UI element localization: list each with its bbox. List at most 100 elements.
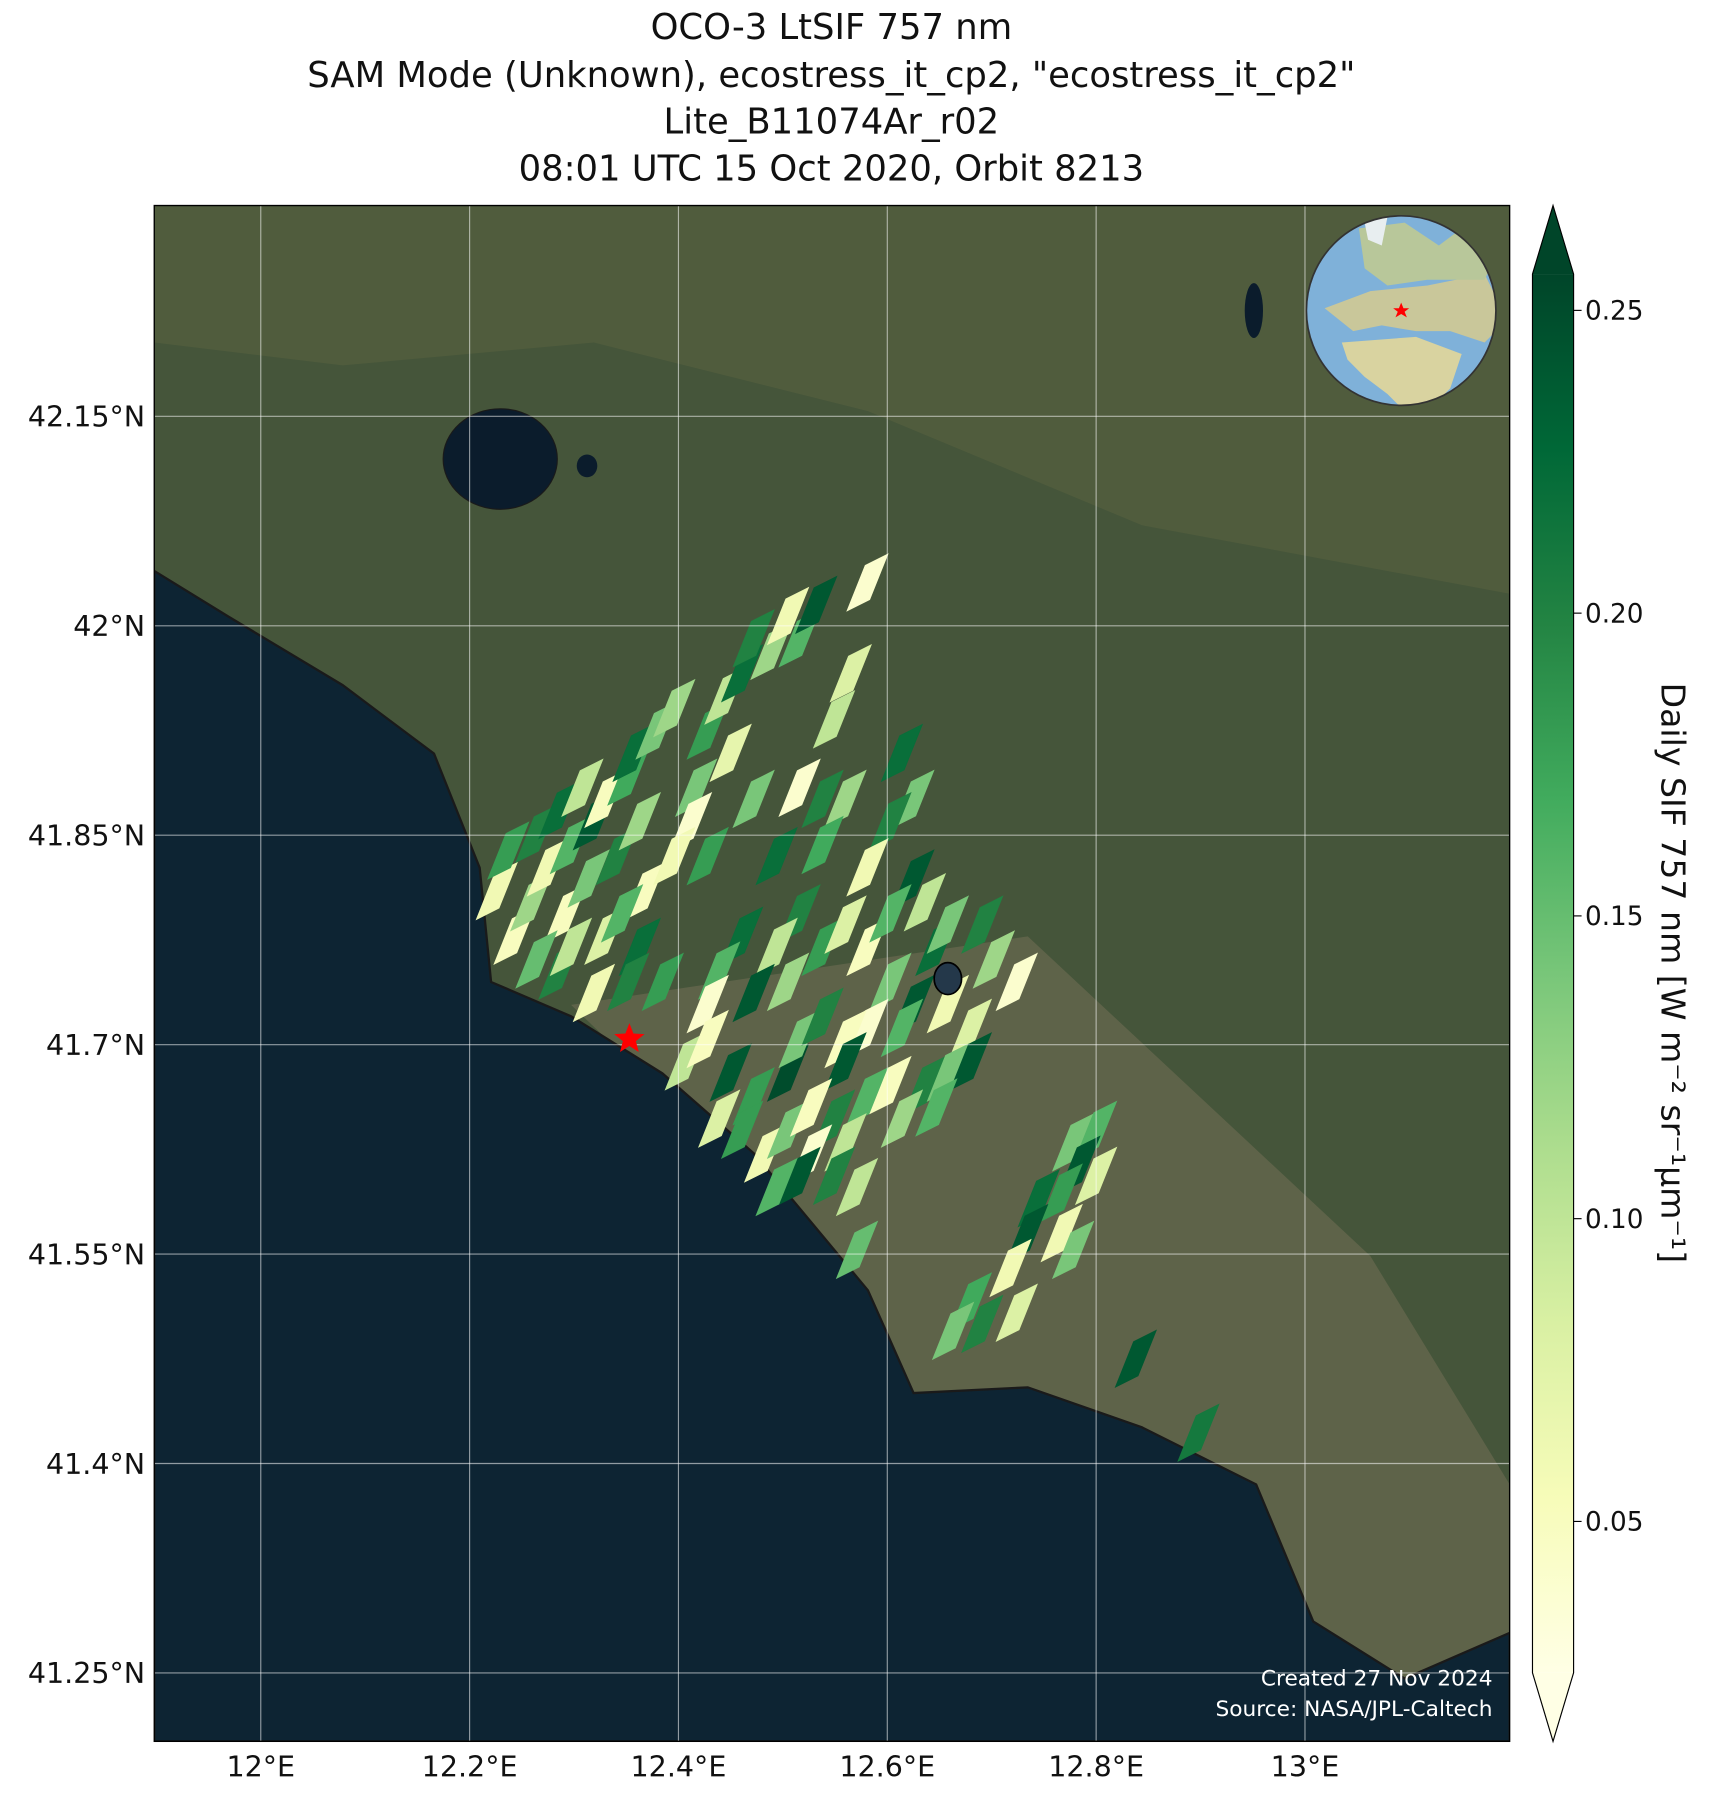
- land-texture: [154, 205, 1510, 594]
- colorbar-tick-label: 0.10: [1585, 1205, 1643, 1235]
- sounding: [824, 895, 867, 954]
- sounding: [926, 895, 970, 954]
- sounding: [653, 678, 696, 738]
- colorbar-tick-label: 0.05: [1585, 1508, 1643, 1538]
- sounding: [835, 1220, 879, 1280]
- footer: Created 27 Nov 2024 Source: NASA/JPL-Cal…: [1215, 1666, 1492, 1722]
- globe-outline: [1305, 214, 1497, 407]
- lake: [576, 454, 598, 478]
- sounding: [1114, 1329, 1158, 1389]
- sounding: [567, 849, 610, 908]
- sounding: [607, 952, 650, 1012]
- sounding: [641, 952, 684, 1012]
- x-tick-label: 12.6°E: [839, 1751, 935, 1784]
- sounding: [755, 1157, 798, 1217]
- colorbar-extend-min: [1532, 1672, 1574, 1742]
- title-line: Lite_B11074Ar_r02: [664, 102, 1000, 143]
- sounding: [995, 952, 1038, 1012]
- sounding: [732, 769, 775, 829]
- sounding: [801, 987, 844, 1046]
- sounding: [549, 917, 593, 977]
- y-tick-label: 42.15°N: [28, 401, 145, 434]
- lake: [442, 408, 558, 510]
- lake: [933, 961, 963, 996]
- sounding: [812, 690, 856, 749]
- sounding: [801, 815, 844, 875]
- title-block: OCO-3 LtSIF 757 nm SAM Mode (Unknown), e…: [307, 7, 1355, 190]
- sounding: [618, 917, 662, 977]
- sounding: [903, 872, 947, 932]
- sounding: [766, 952, 810, 1012]
- title-line: SAM Mode (Unknown), ecostress_it_cp2, "e…: [307, 55, 1355, 96]
- colorbar: Daily SIF 757 nm [W m⁻² sr⁻¹µm⁻¹] 0.05 0.…: [1531, 203, 1693, 1744]
- x-tick-label: 12.2°E: [422, 1751, 518, 1784]
- colorbar-outline: [1531, 203, 1575, 1744]
- sounding: [600, 884, 644, 943]
- title-line: OCO-3 LtSIF 757 nm: [651, 7, 1013, 48]
- sounding: [880, 1089, 924, 1148]
- sounding: [880, 998, 924, 1058]
- axes: 42.15°N 42°N 41.85°N 41.7°N 41.55°N 41.4°N 41.…: [28, 401, 1339, 1784]
- sea: [154, 569, 1510, 1742]
- sounding: [515, 930, 558, 989]
- sounding: [487, 821, 530, 880]
- lake: [1244, 283, 1264, 338]
- colorbar-body: [1532, 274, 1574, 1673]
- sounding: [697, 1089, 741, 1148]
- sounding: [1051, 1220, 1095, 1280]
- map-frame: [153, 204, 1511, 1743]
- y-tick-label: 41.25°N: [28, 1657, 145, 1690]
- sounding: [829, 643, 872, 703]
- globe-marker: [1393, 302, 1410, 318]
- sounding: [778, 758, 821, 817]
- soundings: [475, 553, 1220, 1463]
- sounding: [961, 895, 1004, 954]
- sounding: [972, 930, 1016, 989]
- globe-ice: [1364, 216, 1388, 246]
- y-tick-label: 41.55°N: [28, 1238, 145, 1271]
- sounding: [709, 723, 752, 783]
- sounding: [801, 769, 844, 829]
- y-tick-label: 41.85°N: [28, 819, 145, 852]
- sounding: [732, 963, 775, 1023]
- colorbar-tick-label: 0.15: [1585, 902, 1643, 932]
- y-tick-label: 42°N: [73, 610, 145, 643]
- target-layer: [614, 1023, 645, 1052]
- sounding: [869, 884, 912, 943]
- x-tick-label: 12.8°E: [1048, 1751, 1144, 1784]
- y-tick-label: 41.4°N: [46, 1448, 145, 1481]
- footer-line: Created 27 Nov 2024: [1261, 1666, 1493, 1691]
- sounding: [674, 758, 718, 817]
- footer-line: Source: NASA/JPL-Caltech: [1215, 1697, 1492, 1722]
- globe-land: [1324, 274, 1496, 343]
- sounding: [709, 1043, 752, 1102]
- sounding: [732, 609, 775, 668]
- sounding: [572, 963, 616, 1023]
- x-tick-label: 12°E: [226, 1751, 295, 1784]
- sounding: [995, 1283, 1038, 1342]
- sounding: [869, 1055, 912, 1115]
- sounding: [789, 1078, 833, 1137]
- grid: [154, 205, 1510, 1742]
- sounding: [720, 1100, 764, 1160]
- sounding: [686, 1009, 729, 1069]
- target-marker: [614, 1023, 645, 1052]
- sounding: [846, 838, 889, 897]
- sounding: [915, 1078, 958, 1137]
- sounding: [561, 758, 604, 817]
- sounding: [795, 575, 838, 635]
- sounding: [1017, 1168, 1060, 1228]
- sounding: [1177, 1403, 1220, 1463]
- sounding: [961, 1294, 1004, 1354]
- sounding: [931, 1301, 975, 1361]
- map: [154, 205, 1510, 1742]
- sounding: [686, 974, 729, 1034]
- globe-land: [1341, 336, 1462, 406]
- sounding: [766, 586, 810, 646]
- globe-inset: [1305, 214, 1497, 407]
- colorbar-tick-label: 0.20: [1585, 599, 1643, 629]
- sounding: [846, 553, 889, 612]
- colorbar-extend-max: [1532, 205, 1574, 275]
